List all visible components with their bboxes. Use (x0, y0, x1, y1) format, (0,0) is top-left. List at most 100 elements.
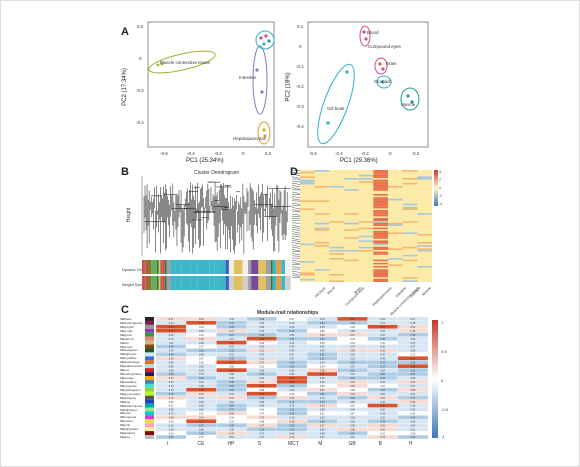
panel-c-label: C (121, 304, 129, 316)
svg-text:0.99: 0.99 (320, 409, 325, 412)
svg-text:0.85: 0.85 (350, 330, 355, 333)
module-name: MEorange (120, 376, 134, 381)
svg-text:0.39: 0.39 (320, 342, 325, 345)
heatmap-scale-tick: 2 (439, 178, 441, 182)
svg-text:0.82: 0.82 (320, 354, 325, 357)
module-trait-scale-tick: 1 (441, 320, 444, 325)
svg-text:0.23: 0.23 (229, 334, 234, 337)
svg-text:0.42: 0.42 (320, 338, 325, 341)
module-name: MEpurple (120, 328, 133, 333)
svg-text:0.32: 0.32 (411, 436, 416, 439)
module-name: MEdarkred (120, 431, 135, 436)
svg-text:0.48: 0.48 (320, 432, 325, 435)
svg-text:0.92: 0.92 (350, 420, 355, 423)
pca-right-group-label: Stomach (374, 79, 392, 84)
svg-text:0.51: 0.51 (229, 436, 234, 439)
svg-text:0.44: 0.44 (411, 417, 416, 420)
svg-text:0.41: 0.41 (229, 354, 234, 357)
svg-text:0.18: 0.18 (259, 428, 264, 431)
svg-text:0.70: 0.70 (169, 413, 174, 416)
trait-label: H (408, 441, 413, 447)
svg-text:0.30: 0.30 (380, 346, 385, 349)
svg-text:0.48: 0.48 (199, 342, 204, 345)
svg-text:0.52: 0.52 (320, 436, 325, 439)
svg-text:0.85: 0.85 (259, 338, 264, 341)
module-trait-scale-tick: -0.5 (441, 407, 448, 412)
pca-left-xtick: -0.4 (187, 151, 195, 156)
svg-text:0.49: 0.49 (320, 361, 325, 364)
svg-text:0.33: 0.33 (380, 361, 385, 364)
trait-label: CE (197, 441, 205, 447)
svg-text:0.12: 0.12 (350, 369, 355, 372)
pca-right-ytick: 0.1 (297, 24, 304, 29)
heatmap-scale-tick: -4 (439, 202, 443, 206)
svg-text:0.28: 0.28 (199, 405, 204, 408)
svg-text:0.34: 0.34 (380, 377, 385, 380)
svg-text:0.18: 0.18 (290, 417, 295, 420)
svg-text:0.19: 0.19 (380, 413, 385, 416)
pca-left-ylabel: PC2 (17.34%) (121, 68, 128, 106)
svg-text:0.80: 0.80 (199, 428, 204, 431)
svg-text:0.19: 0.19 (290, 330, 295, 333)
svg-text:0.11: 0.11 (229, 338, 234, 341)
svg-text:0.36: 0.36 (320, 428, 325, 431)
svg-text:0.79: 0.79 (259, 330, 264, 333)
svg-text:0.80: 0.80 (380, 393, 385, 396)
svg-text:0.62: 0.62 (229, 361, 234, 364)
module-name: MEpink (120, 423, 131, 428)
pca-left-ytick: 0.2 (137, 24, 144, 29)
svg-text:0.43: 0.43 (350, 361, 355, 364)
svg-text:0.79: 0.79 (169, 397, 174, 400)
svg-text:0.19: 0.19 (169, 420, 174, 423)
svg-text:0.12: 0.12 (320, 381, 325, 384)
svg-text:0.80: 0.80 (320, 420, 325, 423)
svg-text:0.73: 0.73 (380, 436, 385, 439)
svg-text:0.23: 0.23 (320, 318, 325, 321)
trait-label: I (167, 441, 169, 447)
svg-text:0.90: 0.90 (411, 432, 416, 435)
module-name: MEpaleturquoise (120, 364, 143, 369)
svg-text:0.44: 0.44 (350, 342, 355, 345)
pca-left-xtick: 0 (242, 151, 245, 156)
module-name: MEblue (120, 399, 131, 404)
svg-text:0.86: 0.86 (320, 330, 325, 333)
pca-right-group-label: Compound eyes (368, 44, 401, 49)
trait-label: HP (227, 441, 235, 447)
svg-text:0.25: 0.25 (259, 393, 264, 396)
svg-text:0.27: 0.27 (229, 330, 234, 333)
svg-text:0.24: 0.24 (199, 417, 204, 420)
module-name: MEdarkturquoise (120, 403, 143, 408)
pca-right-xlabel: PC1 (29.36%) (340, 158, 378, 164)
svg-text:0.13: 0.13 (290, 436, 295, 439)
pca-left-xtick: -0.2 (214, 151, 222, 156)
svg-text:0.17: 0.17 (320, 424, 325, 427)
svg-text:0.15: 0.15 (169, 424, 174, 427)
svg-text:0.57: 0.57 (199, 420, 204, 423)
svg-text:0.50: 0.50 (320, 334, 325, 337)
svg-text:0.24: 0.24 (199, 369, 204, 372)
svg-text:0.64: 0.64 (229, 401, 234, 404)
svg-text:0.21: 0.21 (259, 350, 264, 353)
svg-text:0.27: 0.27 (411, 346, 416, 349)
svg-text:0.32: 0.32 (290, 397, 295, 400)
module-trait-scale-tick: -1 (441, 434, 445, 439)
svg-text:0.72: 0.72 (169, 330, 174, 333)
svg-text:0.27: 0.27 (199, 424, 204, 427)
svg-text:0.10: 0.10 (199, 381, 204, 384)
trait-labels: I CE HP S MCT M GB B H (156, 441, 428, 451)
svg-text:0.34: 0.34 (290, 346, 295, 349)
module-name: MEgrey (120, 435, 131, 440)
trait-label: S (257, 441, 262, 447)
svg-text:0.81: 0.81 (229, 385, 234, 388)
expression-heatmap (291, 169, 432, 282)
svg-text:0.21: 0.21 (320, 358, 325, 361)
module-name: MEmidnightblue (120, 372, 142, 377)
module-name: MElightgreen (120, 407, 138, 412)
svg-text:0.94: 0.94 (411, 424, 416, 427)
pca-right-xtick: 0.2 (413, 151, 420, 156)
module-name: MEmagenta (120, 415, 137, 420)
svg-text:0.15: 0.15 (229, 346, 234, 349)
svg-text:0.38: 0.38 (350, 424, 355, 427)
svg-text:0.66: 0.66 (290, 424, 295, 427)
svg-text:0.74: 0.74 (380, 322, 385, 325)
